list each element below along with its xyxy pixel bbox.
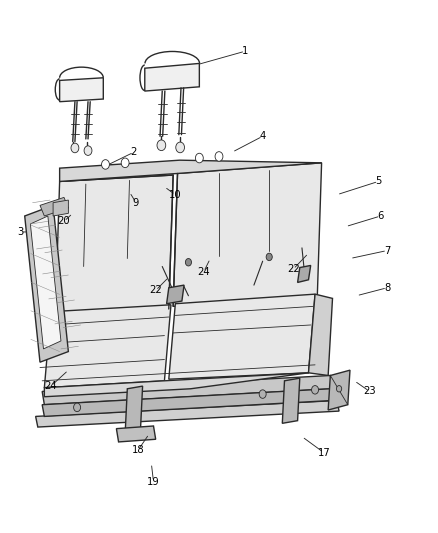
Text: 10: 10 xyxy=(169,190,182,200)
Circle shape xyxy=(311,385,318,394)
Polygon shape xyxy=(328,370,350,410)
Circle shape xyxy=(121,158,129,167)
Text: 22: 22 xyxy=(287,264,300,274)
Text: 22: 22 xyxy=(149,286,162,295)
Polygon shape xyxy=(44,373,308,397)
Polygon shape xyxy=(44,305,171,387)
Circle shape xyxy=(266,253,272,261)
Text: 20: 20 xyxy=(58,216,71,227)
Polygon shape xyxy=(169,294,315,379)
Polygon shape xyxy=(173,163,321,306)
Text: 7: 7 xyxy=(384,246,390,255)
Polygon shape xyxy=(283,378,300,423)
Text: 17: 17 xyxy=(318,448,330,457)
Text: 23: 23 xyxy=(363,386,376,397)
Circle shape xyxy=(102,160,110,169)
Polygon shape xyxy=(55,175,173,316)
Polygon shape xyxy=(42,375,332,405)
Text: 8: 8 xyxy=(384,283,390,293)
Polygon shape xyxy=(40,197,68,216)
Text: 9: 9 xyxy=(133,198,139,208)
Circle shape xyxy=(74,403,81,411)
Circle shape xyxy=(157,140,166,151)
Polygon shape xyxy=(42,389,332,416)
Polygon shape xyxy=(35,400,339,427)
Polygon shape xyxy=(145,63,199,91)
Polygon shape xyxy=(60,160,321,181)
Text: 18: 18 xyxy=(132,445,145,455)
Text: 5: 5 xyxy=(375,176,381,187)
Circle shape xyxy=(71,143,79,153)
Circle shape xyxy=(336,385,342,392)
Circle shape xyxy=(195,154,203,163)
Polygon shape xyxy=(60,78,103,102)
Polygon shape xyxy=(30,216,61,349)
Circle shape xyxy=(185,259,191,266)
Polygon shape xyxy=(25,205,68,362)
Circle shape xyxy=(215,152,223,161)
Circle shape xyxy=(176,142,184,153)
Circle shape xyxy=(259,390,266,398)
Polygon shape xyxy=(297,265,311,282)
Polygon shape xyxy=(117,426,155,442)
Text: 4: 4 xyxy=(260,131,266,141)
Polygon shape xyxy=(308,294,332,375)
Polygon shape xyxy=(166,285,184,304)
Circle shape xyxy=(84,146,92,156)
Text: 2: 2 xyxy=(131,147,137,157)
Text: 19: 19 xyxy=(147,477,160,487)
Text: 6: 6 xyxy=(378,211,384,221)
Text: 3: 3 xyxy=(17,227,24,237)
Text: 24: 24 xyxy=(198,267,210,277)
Text: 1: 1 xyxy=(242,46,248,56)
Polygon shape xyxy=(53,200,68,216)
Polygon shape xyxy=(125,386,143,434)
Text: 24: 24 xyxy=(45,381,57,391)
